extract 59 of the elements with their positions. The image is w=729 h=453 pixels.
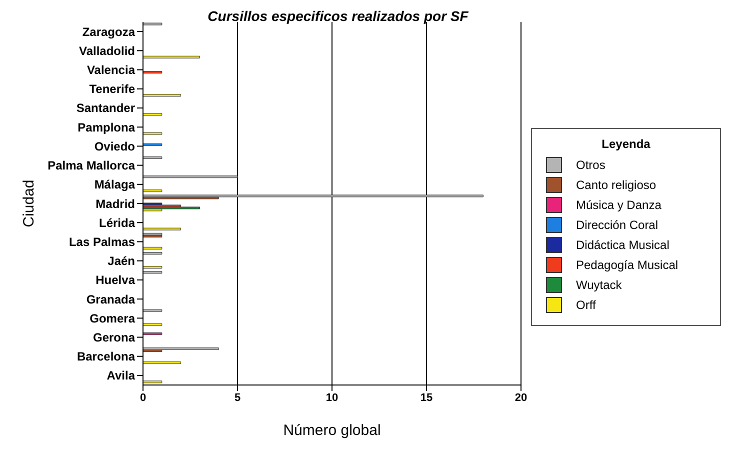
bar xyxy=(143,266,162,269)
legend-label: Wuytack xyxy=(576,278,622,292)
y-tick-label: Tenerife xyxy=(89,82,136,96)
bar xyxy=(143,176,238,178)
y-tick-label: Madrid xyxy=(96,196,135,211)
y-tick-label: Granada xyxy=(86,292,136,306)
legend-title: Leyenda xyxy=(600,136,652,150)
y-tick-label: Valencia xyxy=(86,63,136,78)
legend-label: Didáctica Musical xyxy=(576,238,670,252)
legend-label: Canto religioso xyxy=(576,178,656,192)
y-tick-label: Málaga xyxy=(94,178,136,192)
y-tick-label: Santander xyxy=(76,101,136,116)
bar xyxy=(143,194,484,198)
bar xyxy=(143,56,200,58)
y-tick-label: Huelva xyxy=(96,273,136,288)
y-tick-label: Oviedo xyxy=(94,139,135,154)
bar xyxy=(143,309,162,312)
bar xyxy=(143,271,162,274)
bar xyxy=(143,132,162,135)
bar xyxy=(143,94,182,97)
y-tick-label: Pamplona xyxy=(78,120,136,134)
bar xyxy=(143,190,162,192)
bar xyxy=(143,348,219,350)
bar xyxy=(143,362,182,364)
y-tick-label: Palma Mallorca xyxy=(48,158,136,173)
y-axis-title: Ciudad xyxy=(20,180,38,228)
chart-title: Cursillos especificos realizados por SF xyxy=(206,8,470,24)
bar xyxy=(143,70,162,74)
y-tick-label: Avila xyxy=(106,368,136,383)
bar xyxy=(143,380,162,384)
y-tick-label: Gomera xyxy=(90,311,136,326)
bar xyxy=(143,206,200,210)
x-tick-label: 15 xyxy=(420,392,433,404)
x-tick-label: 10 xyxy=(326,392,338,404)
y-tick-label: Lérida xyxy=(98,216,136,230)
legend-label: Orff xyxy=(576,298,596,312)
x-tick-label: 5 xyxy=(234,392,241,404)
bar xyxy=(143,228,182,230)
bar xyxy=(143,323,162,326)
bar xyxy=(143,143,162,146)
bar xyxy=(143,113,162,116)
legend-label: Música y Danza xyxy=(576,198,662,212)
x-axis-title: Número global xyxy=(283,422,381,439)
y-tick-label: Jaén xyxy=(108,254,135,268)
bar xyxy=(143,252,162,255)
y-tick-label: Barcelona xyxy=(76,350,136,364)
legend-label: Dirección Coral xyxy=(576,218,658,232)
legend-label: Pedagogía Musical xyxy=(576,258,678,272)
y-tick-label: Las Palmas xyxy=(68,234,136,249)
y-tick-label: Gerona xyxy=(92,330,136,344)
bar xyxy=(143,22,162,26)
y-tick-label: Valladolid xyxy=(78,44,135,58)
x-tick-label: 0 xyxy=(140,392,146,404)
legend-label: Otros xyxy=(576,158,606,172)
bar xyxy=(143,156,162,159)
y-tick-label: Zaragoza xyxy=(82,24,136,39)
bar xyxy=(143,246,162,250)
bar xyxy=(143,332,162,335)
x-tick-label: 20 xyxy=(514,392,528,404)
